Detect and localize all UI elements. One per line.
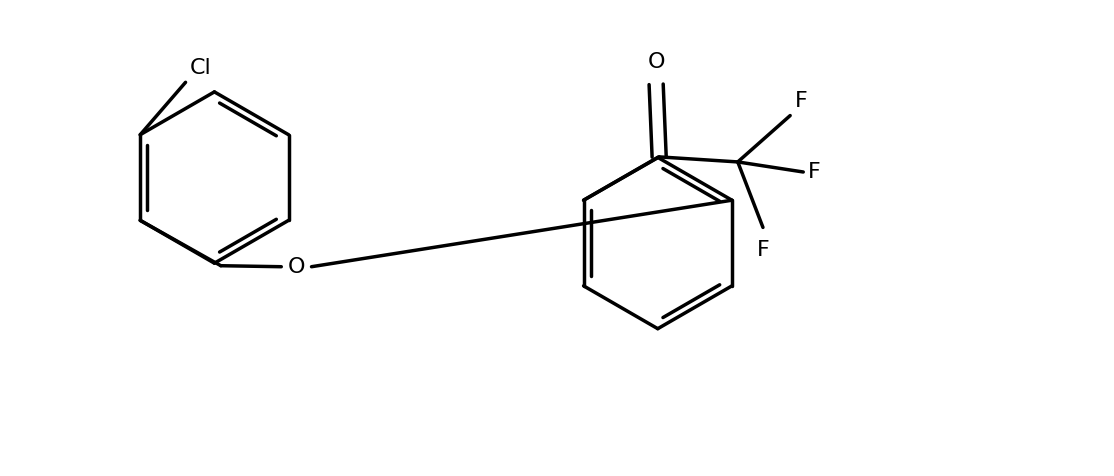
- Text: F: F: [795, 90, 808, 110]
- Text: Cl: Cl: [189, 58, 212, 78]
- Text: O: O: [287, 257, 305, 277]
- Text: F: F: [809, 162, 821, 182]
- Text: O: O: [647, 52, 665, 72]
- Text: F: F: [756, 239, 770, 259]
